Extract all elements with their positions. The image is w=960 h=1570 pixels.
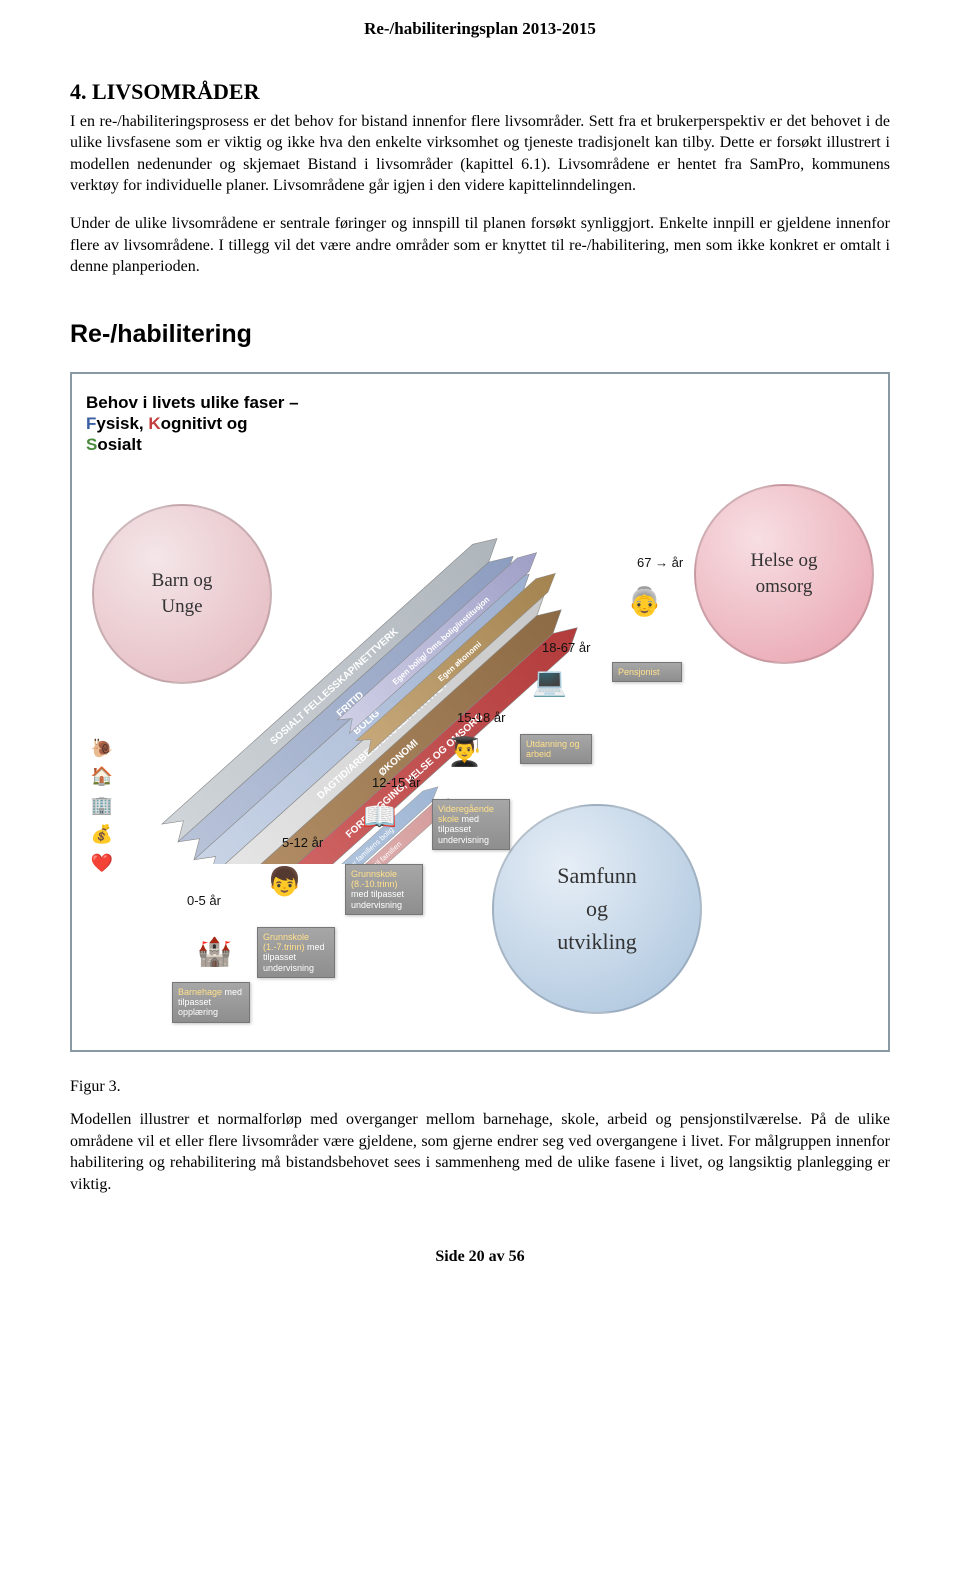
phases-s: S (86, 435, 97, 454)
arrows-svg: SOSIALT FELLESSKAP/NETTVERKFRITIDBOLIGDA… (102, 444, 702, 864)
student-writing-icon: 📖 (362, 799, 397, 837)
side-icons: 🐌🏠🏢💰❤️ (86, 734, 118, 878)
stage-videregaende: Videregående skole med tilpasset undervi… (432, 799, 510, 850)
phases-k: K (148, 414, 160, 433)
age-5-12: 5-12 år (282, 834, 323, 852)
diagram-container: Re-/habilitering Behov i livets ulike fa… (70, 318, 890, 1052)
stage-grunnskole1: Grunnskole (1.-7.trinn) med tilpasset un… (257, 927, 335, 978)
child-reading-icon: 👦 (267, 864, 302, 902)
document-header: Re-/habiliteringsplan 2013-2015 (70, 0, 890, 77)
stage-g1-hl: Grunnskole (1.-7.trinn) (263, 932, 309, 952)
teen-studying-icon: 👨‍🎓 (447, 734, 482, 772)
age-18-67: 18-67 år (542, 639, 590, 657)
stage-pen-hl: Pensjonist (618, 667, 660, 677)
age-15-18: 15-18 år (457, 709, 505, 727)
circle-helse-omsorg: Helse og omsorg (694, 484, 874, 664)
figure-caption: Figur 3. (70, 1076, 890, 1098)
child-playing-icon: 🏰 (197, 934, 232, 972)
phases-fysisk: ysisk, (96, 414, 148, 433)
stage-grunnskole2: Grunnskole (8.-10.trinn) med tilpasset u… (345, 864, 423, 915)
page-footer: Side 20 av 56 (70, 1246, 890, 1268)
diagram-frame: Behov i livets ulike faser – Fysisk, Kog… (70, 372, 890, 1052)
stage-utdanning: Utdanning og arbeid (520, 734, 592, 765)
stage-g2-rest: med tilpasset undervisning (351, 889, 404, 909)
stage-utd-hl: Utdanning og arbeid (526, 739, 580, 759)
stage-g2-hl: Grunnskole (8.-10.trinn) (351, 869, 398, 889)
diagram-title: Re-/habilitering (70, 318, 890, 352)
age-0-5: 0-5 år (187, 892, 221, 910)
section-heading: 4. LIVSOMRÅDER (70, 77, 890, 107)
paragraph-2: Under de ulike livsområdene er sentrale … (70, 213, 890, 278)
adult-working-icon: 💻 (532, 664, 567, 702)
phases-line1: Behov i livets ulike faser – (86, 393, 299, 412)
stage-pensjonist: Pensjonist (612, 662, 682, 682)
stage-barnehage-hl: Barnehage (178, 987, 222, 997)
circle-samfunn-label: Samfunn og utvikling (557, 859, 636, 958)
paragraph-1: I en re-/habiliteringsprosess er det beh… (70, 111, 890, 197)
phases-f: F (86, 414, 96, 433)
age-67: 67 → år (637, 554, 683, 572)
phases-kognitivt: ognitivt og (161, 414, 248, 433)
age-12-15: 12-15 år (372, 774, 420, 792)
figure-description: Modellen illustrer et normalforløp med o… (70, 1109, 890, 1195)
elderly-icon: 👵 (627, 584, 662, 622)
stage-barnehage: Barnehage med tilpasset opplæring (172, 982, 250, 1023)
circle-helse-label: Helse og omsorg (750, 548, 817, 599)
